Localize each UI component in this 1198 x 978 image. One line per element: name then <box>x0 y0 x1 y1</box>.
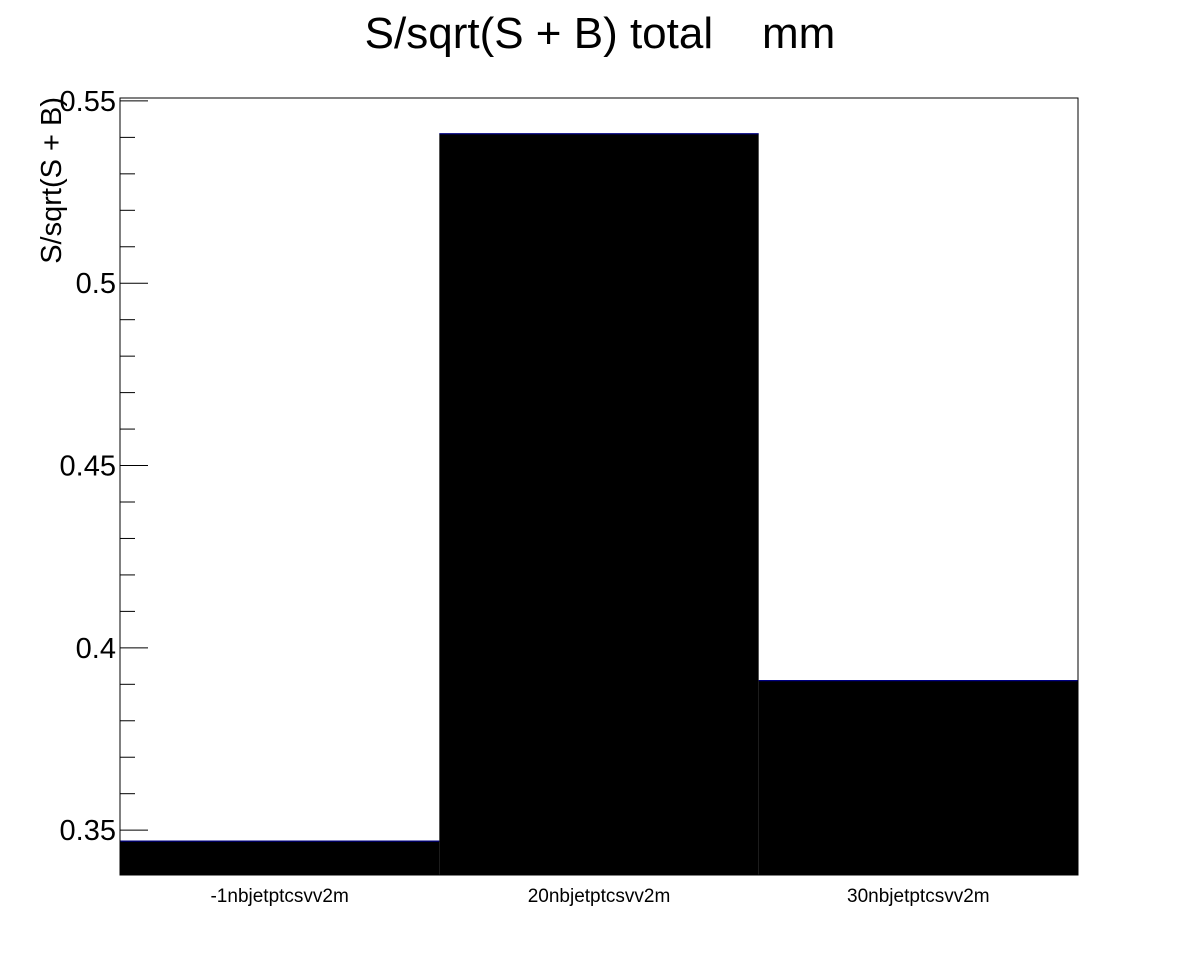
bars-layer <box>120 133 1078 875</box>
y-axis: 0.35 0.4 0.45 0.5 0.55 <box>60 86 148 868</box>
plot-frame <box>119 97 1079 876</box>
y-tick-label: 0.5 <box>76 268 116 300</box>
bar <box>439 133 759 875</box>
y-tick-label: 0.55 <box>60 86 116 118</box>
x-tick-label: -1nbjetptcsvv2m <box>210 886 348 907</box>
y-tick-label: 0.35 <box>60 815 116 847</box>
x-tick-label: 30nbjetptcsvv2m <box>847 886 990 907</box>
x-axis: -1nbjetptcsvv2m 20nbjetptcsvv2m 30nbjetptc… <box>210 886 989 907</box>
y-tick-label: 0.4 <box>76 633 116 665</box>
y-axis-label: S/sqrt(S + B) <box>36 97 68 264</box>
y-tick-label: 0.45 <box>60 451 116 483</box>
x-tick-label: 20nbjetptcsvv2m <box>528 886 671 907</box>
bar <box>758 680 1078 875</box>
chart-title: S/sqrt(S + B) total mm <box>365 9 836 58</box>
bar <box>120 841 440 875</box>
